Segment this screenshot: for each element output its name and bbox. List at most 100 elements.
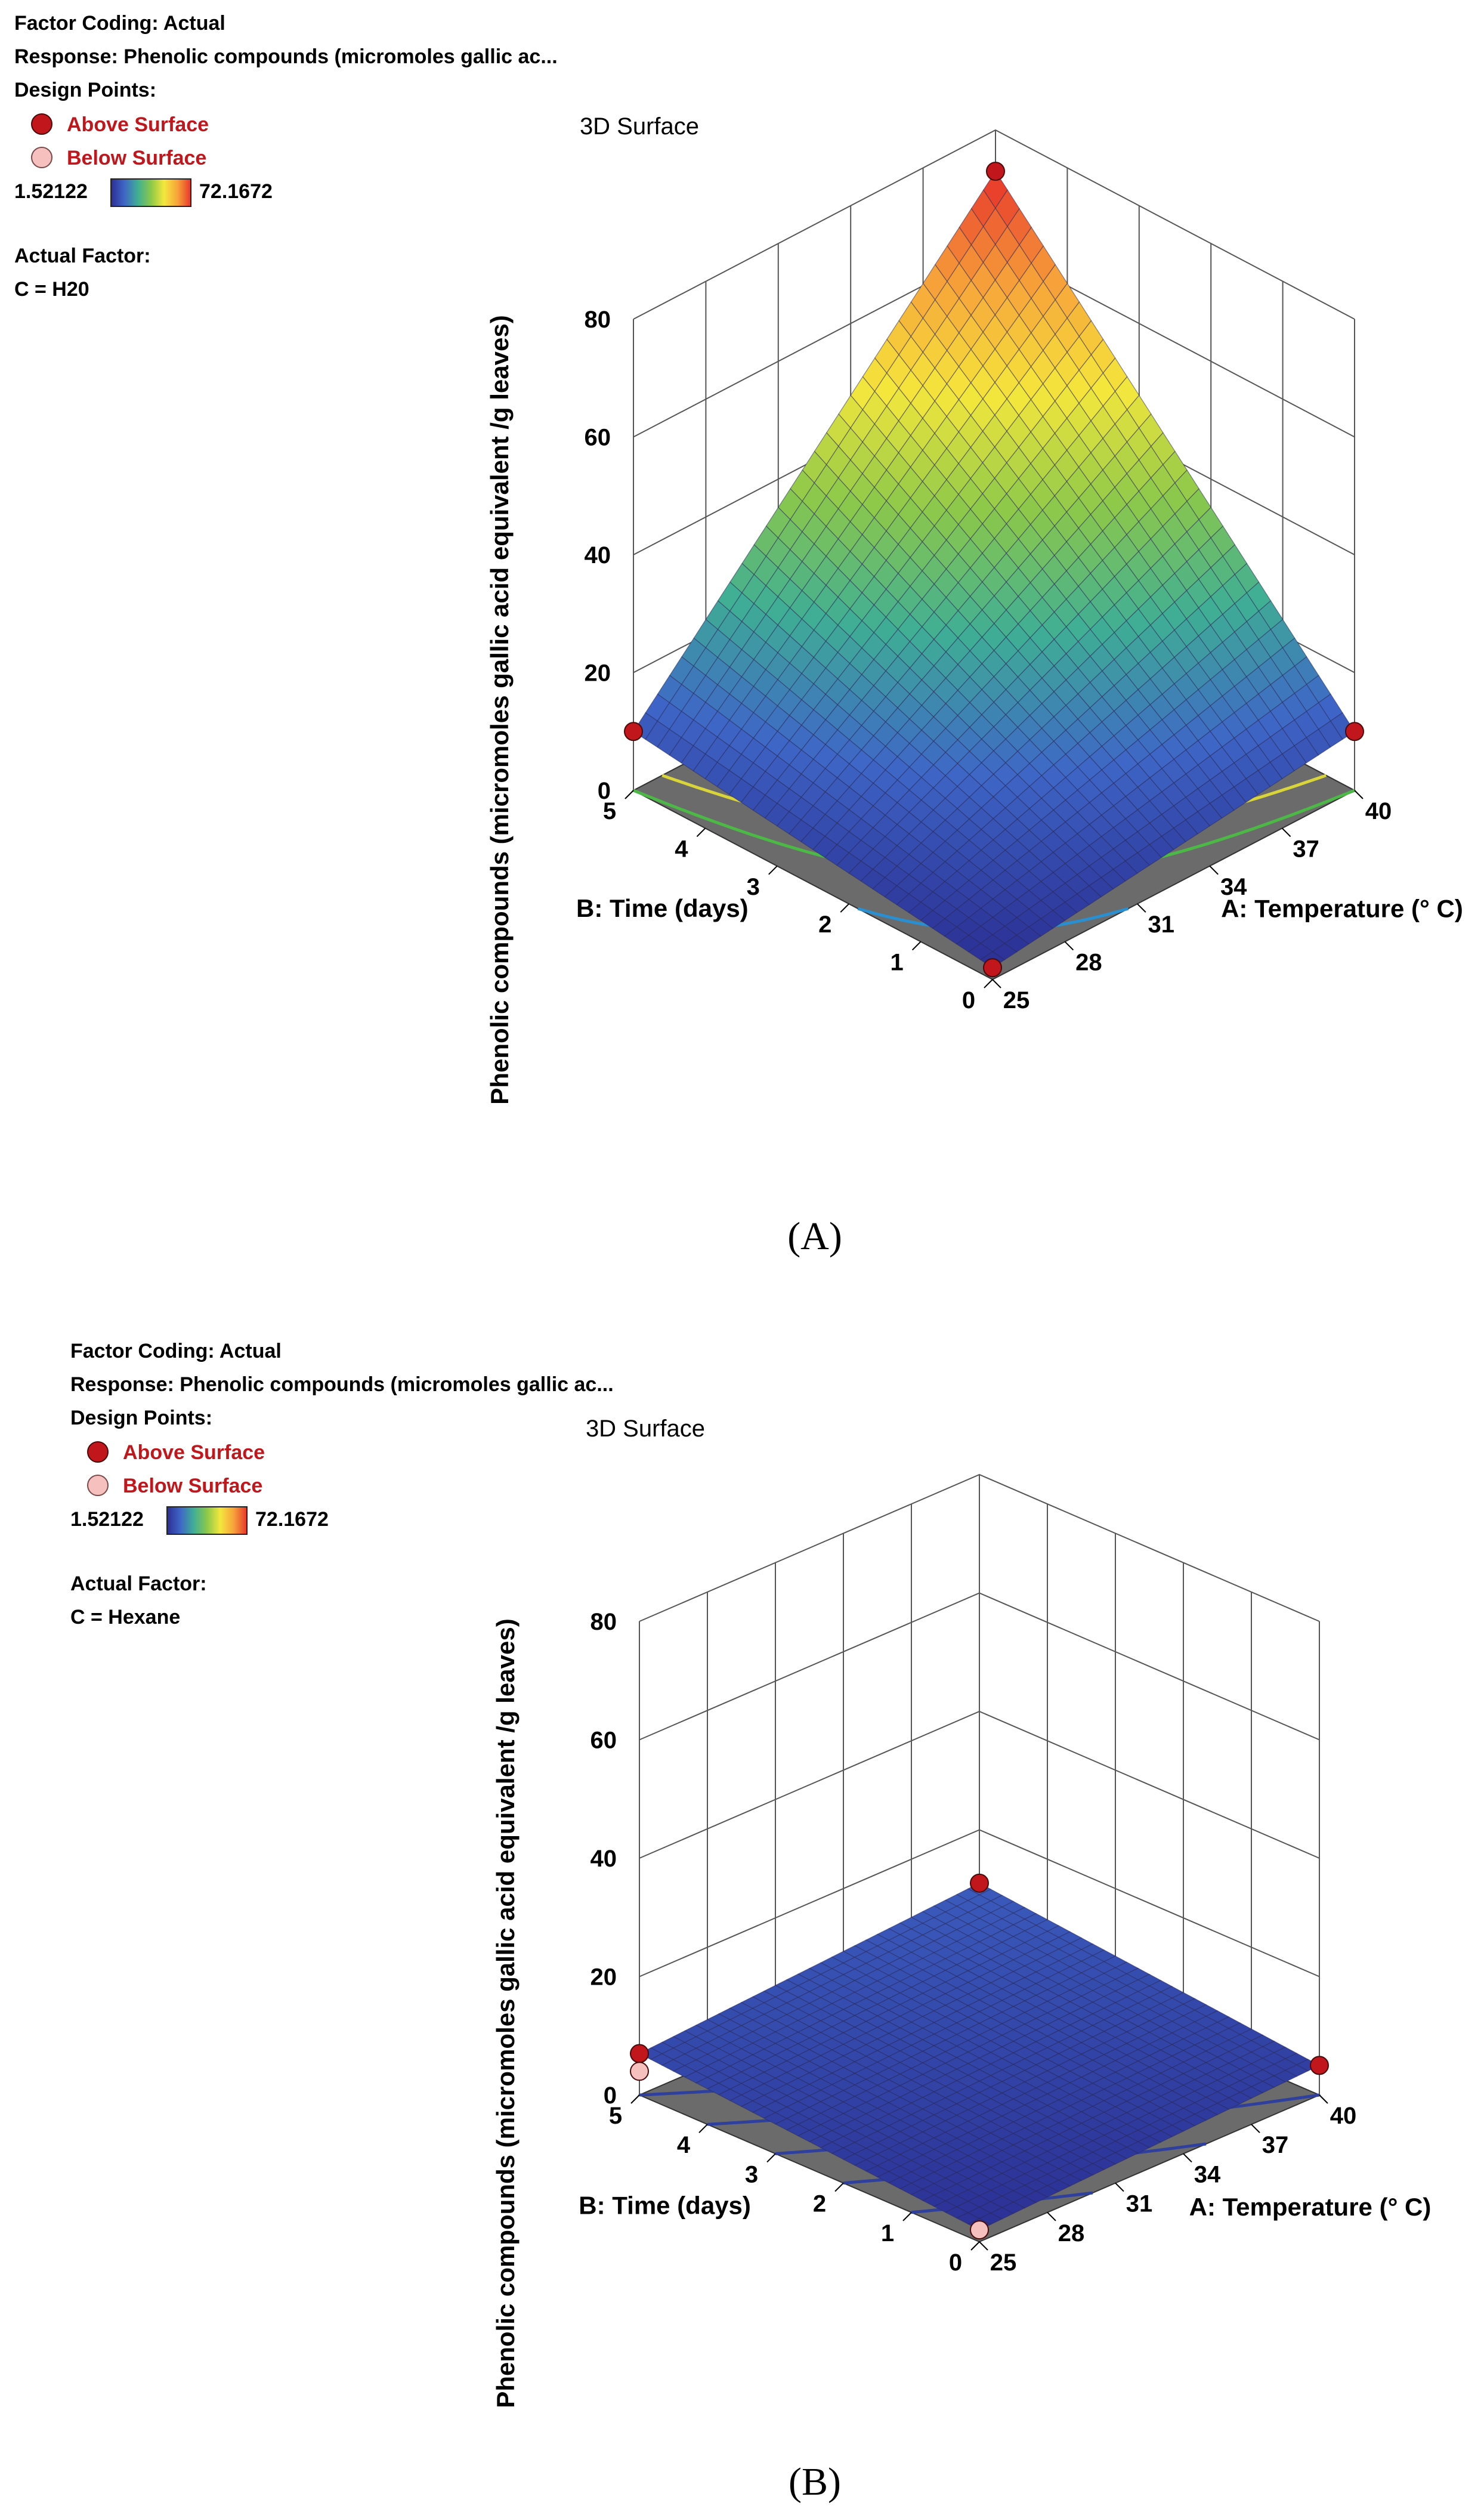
z-tick-label: 0 [598,778,611,804]
design-point-above [983,958,1002,978]
z-axis-label: Phenolic compounds (micromoles gallic ac… [491,1618,520,2408]
x-tick-mark [1354,790,1364,799]
x-tick-label: 37 [1262,2132,1289,2158]
x-tick-label: 40 [1365,798,1392,824]
x-tick-label: 34 [1220,874,1247,900]
y-tick-mark [840,903,849,913]
legend-actual-factor-title: Actual Factor: [14,245,151,267]
z-tick-label: 0 [604,2082,617,2109]
legend-above-marker [87,1441,109,1463]
color-scale-min: 1.52122 [70,1508,144,1531]
y-tick-mark [624,790,634,799]
chart-title: 3D Surface [580,113,699,140]
x-tick-label: 28 [1058,2220,1085,2247]
x-tick-mark [1183,2153,1192,2163]
legend-below-label: Below Surface [123,1475,262,1497]
chart-title: 3D Surface [586,1416,705,1442]
legend-actual-factor-value: C = H20 [14,278,89,301]
y-tick-mark [630,2094,640,2104]
color-scale-max: 72.1672 [255,1508,329,1531]
y-tick-label: 5 [609,2103,622,2129]
z-tick-label: 20 [585,660,611,687]
z-tick-label: 60 [590,1728,617,1754]
x-tick-label: 34 [1194,2161,1221,2187]
y-tick-mark [698,2124,708,2133]
x-tick-mark [1281,827,1291,838]
z-tick-label: 20 [590,1964,617,1991]
y-axis-label: B: Time (days) [579,2191,751,2219]
y-tick-mark [911,941,922,951]
x-tick-mark [979,2241,988,2251]
x-tick-label: 40 [1330,2103,1357,2129]
y-axis-label: B: Time (days) [576,894,749,922]
x-tick-label: 31 [1126,2191,1153,2217]
x-tick-mark [1115,2182,1124,2192]
y-tick-label: 4 [675,836,688,862]
legend-response: Response: Phenolic compounds (micromoles… [14,45,558,68]
legend-above-label: Above Surface [123,1441,265,1464]
y-tick-label: 2 [818,911,831,938]
x-tick-label: 25 [1003,987,1030,1014]
y-tick-label: 0 [962,987,975,1014]
z-tick-label: 80 [585,307,611,333]
z-axis-label: Phenolic compounds (micromoles gallic ac… [486,315,514,1104]
x-tick-mark [1251,2124,1260,2133]
legend-factor-coding: Factor Coding: Actual [14,12,225,35]
y-tick-mark [970,2241,980,2251]
design-point-above [630,2044,649,2063]
design-point-below [970,2220,989,2240]
legend-above-marker [31,113,52,135]
y-tick-mark [768,866,778,875]
y-tick-mark [766,2153,776,2163]
legend-below-label: Below Surface [67,147,206,169]
panel-caption: (A) [787,1215,842,1258]
y-tick-label: 3 [745,2161,758,2187]
color-scale-bar [110,178,191,207]
y-tick-mark [834,2182,844,2192]
z-tick-label: 60 [585,425,611,451]
x-tick-mark [1209,866,1219,875]
z-tick-label: 40 [585,542,611,568]
legend-actual-factor-title: Actual Factor: [70,1572,207,1595]
response-surface [638,1883,1321,2230]
y-tick-label: 5 [603,798,616,824]
legend-response: Response: Phenolic compounds (micromoles… [70,1373,614,1396]
z-tick-label: 40 [590,1846,617,1872]
design-point-below [630,2062,649,2081]
x-axis-label: A: Temperature (° C) [1189,2193,1432,2221]
legend-factor-coding: Factor Coding: Actual [70,1340,282,1362]
x-tick-mark [992,979,1001,988]
response-surface [633,170,1355,969]
y-tick-label: 1 [890,950,903,976]
color-scale-min: 1.52122 [14,180,88,203]
legend-block: Factor Coding: Actual Response: Phenolic … [70,1340,614,1629]
x-tick-label: 25 [990,2250,1017,2276]
legend-below-marker [87,1475,109,1496]
y-tick-label: 0 [949,2250,962,2276]
x-tick-mark [1319,2094,1328,2104]
color-scale-max: 72.1672 [199,180,273,203]
x-tick-mark [1047,2212,1056,2221]
y-tick-mark [902,2212,912,2221]
x-tick-label: 28 [1075,950,1102,976]
y-tick-mark [984,979,993,988]
legend-above-label: Above Surface [67,113,209,136]
y-tick-label: 2 [813,2191,826,2217]
x-tick-mark [1064,941,1074,951]
z-tick-label: 80 [590,1609,617,1635]
design-point-above [986,162,1005,181]
legend-design-points: Design Points: [14,79,156,101]
x-tick-label: 31 [1148,911,1175,938]
color-scale-bar [166,1506,248,1535]
x-axis-label: A: Temperature (° C) [1221,895,1463,923]
y-tick-label: 3 [747,874,760,900]
design-point-above [970,1873,989,1893]
design-point-above [1310,2056,1329,2075]
x-tick-mark [1137,903,1146,913]
y-tick-label: 4 [677,2132,691,2158]
design-point-above [624,722,643,741]
y-tick-label: 1 [881,2220,894,2247]
legend-actual-factor-value: C = Hexane [70,1606,180,1629]
